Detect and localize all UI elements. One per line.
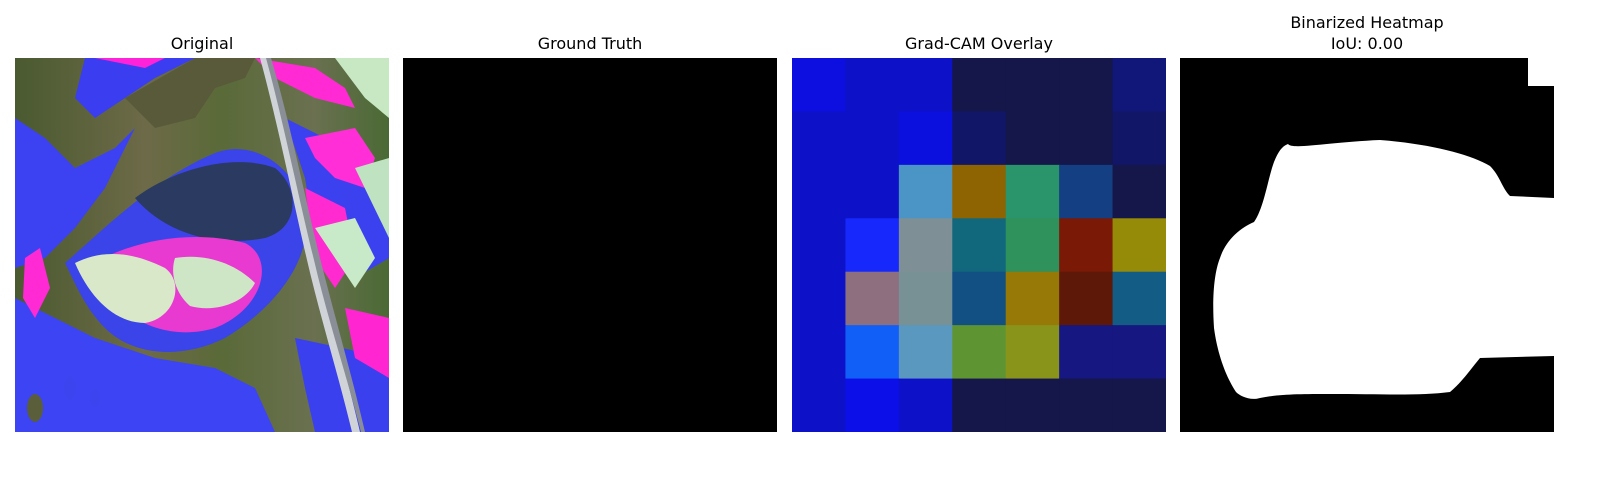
gradcam-grid (792, 58, 1166, 432)
gradcam-cell (792, 218, 847, 273)
gradcam-cell (1059, 218, 1114, 273)
gradcam-cell (1005, 271, 1060, 326)
gradcam-cell (1005, 218, 1060, 273)
gradcam-cell (1112, 58, 1166, 113)
gradcam-cell (1005, 325, 1060, 380)
gradcam-cell (792, 58, 847, 113)
panel-subtitle-iou: IoU: 0.00 (1330, 34, 1404, 53)
gradcam-cell (792, 325, 847, 380)
gradcam-cell (1005, 58, 1060, 113)
gradcam-cell (1005, 378, 1060, 432)
gradcam-overlay (792, 58, 1166, 432)
panel-title-binarized-heatmap: Binarized Heatmap (1290, 13, 1444, 32)
corner-white-region (1528, 58, 1554, 86)
gradcam-cell (952, 111, 1007, 166)
gradcam-cell (1112, 164, 1166, 219)
gradcam-cell (1112, 111, 1166, 166)
gradcam-cell (952, 164, 1007, 219)
gradcam-cell (845, 58, 900, 113)
gradcam-cell (845, 111, 900, 166)
panel-title-ground-truth: Ground Truth (537, 34, 643, 53)
gradcam-cell (792, 378, 847, 432)
original-image-svg (15, 58, 389, 432)
gradcam-cell (952, 378, 1007, 432)
gradcam-cell (1112, 218, 1166, 273)
gradcam-cell (898, 218, 953, 273)
binarized-heatmap-svg (1180, 58, 1554, 432)
gradcam-cell (952, 271, 1007, 326)
gradcam-cell (898, 58, 953, 113)
gradcam-cell (898, 378, 953, 432)
original-image (15, 58, 389, 432)
gradcam-cell (1005, 111, 1060, 166)
gradcam-cell (792, 164, 847, 219)
panel-title-original: Original (170, 34, 234, 53)
gradcam-cell (1059, 378, 1114, 432)
ground-truth-mask (403, 58, 777, 432)
binarized-blob (1213, 140, 1554, 399)
gradcam-cell (898, 325, 953, 380)
gradcam-cell (1059, 111, 1114, 166)
panel-title-gradcam-overlay: Grad-CAM Overlay (905, 34, 1053, 53)
gradcam-cell (845, 271, 900, 326)
gradcam-cell (952, 58, 1007, 113)
gradcam-cell (845, 378, 900, 432)
gradcam-cell (845, 164, 900, 219)
gradcam-cell (898, 164, 953, 219)
gradcam-cell (1005, 164, 1060, 219)
binarized-heatmap (1180, 58, 1554, 432)
gradcam-cell (1112, 271, 1166, 326)
gradcam-cell (792, 271, 847, 326)
gradcam-cell (845, 218, 900, 273)
gradcam-cell (1059, 164, 1114, 219)
gradcam-cell (1059, 325, 1114, 380)
gradcam-cell (952, 218, 1007, 273)
gradcam-cell (792, 111, 847, 166)
gradcam-cell (898, 111, 953, 166)
gradcam-cell (1112, 325, 1166, 380)
gradcam-cell (1059, 58, 1114, 113)
gradcam-cell (845, 325, 900, 380)
gradcam-cell (1059, 271, 1114, 326)
gradcam-cell (1112, 378, 1166, 432)
gradcam-cell (952, 325, 1007, 380)
gradcam-cell (898, 271, 953, 326)
